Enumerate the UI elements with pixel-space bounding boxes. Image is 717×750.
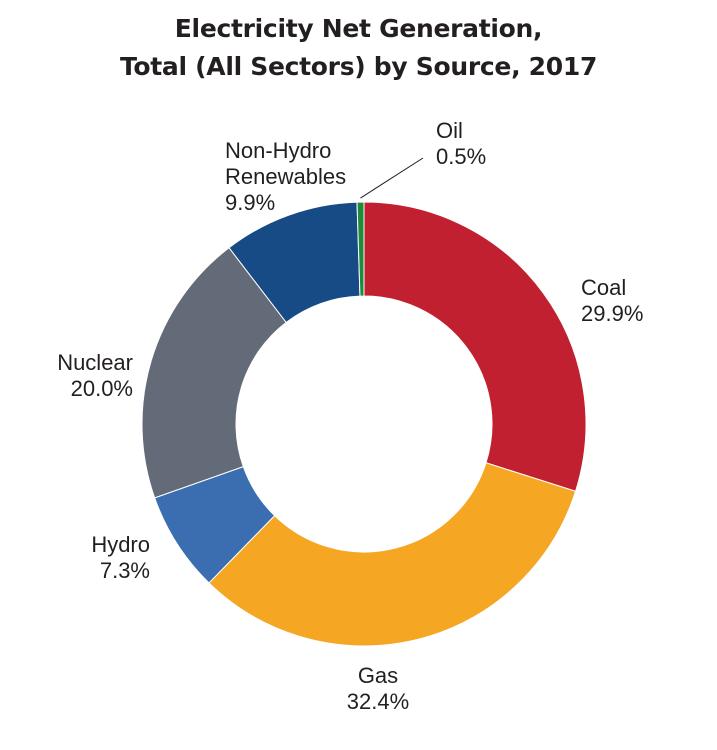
- label-value-non-hydro-renewables: 9.9%: [225, 190, 275, 215]
- label-name-non-hydro-renewables: Non-Hydro: [225, 138, 331, 163]
- label-non-hydro-renewables: Non-Hydro Renewables 9.9%: [225, 138, 346, 215]
- label-value-coal: 29.9%: [581, 301, 643, 326]
- label-name-oil: Oil: [436, 118, 463, 143]
- oil-leader-line: [360, 157, 424, 199]
- label-name-coal: Coal: [581, 275, 626, 300]
- label-coal: Coal 29.9%: [581, 275, 643, 326]
- slice-oil: [356, 201, 365, 297]
- label-name-gas: Gas: [358, 663, 398, 688]
- slice-nuclear: [141, 247, 287, 499]
- label-nuclear: Nuclear 20.0%: [57, 350, 133, 401]
- slice-gas: [208, 462, 577, 647]
- label-value-hydro: 7.3%: [100, 558, 150, 583]
- slice-coal: [363, 201, 587, 492]
- label-value-gas: 32.4%: [347, 689, 409, 714]
- chart-title: Electricity Net Generation,: [174, 14, 543, 43]
- label-name-non-hydro-renewables: Renewables: [225, 164, 346, 189]
- label-name-hydro: Hydro: [91, 532, 150, 557]
- label-value-oil: 0.5%: [436, 144, 486, 169]
- label-oil: Oil 0.5%: [436, 118, 486, 169]
- label-gas: Gas 32.4%: [347, 663, 409, 714]
- label-value-nuclear: 20.0%: [71, 376, 133, 401]
- label-name-nuclear: Nuclear: [57, 350, 133, 375]
- chart-subtitle: Total (All Sectors) by Source, 2017: [119, 52, 598, 81]
- label-hydro: Hydro 7.3%: [91, 532, 150, 583]
